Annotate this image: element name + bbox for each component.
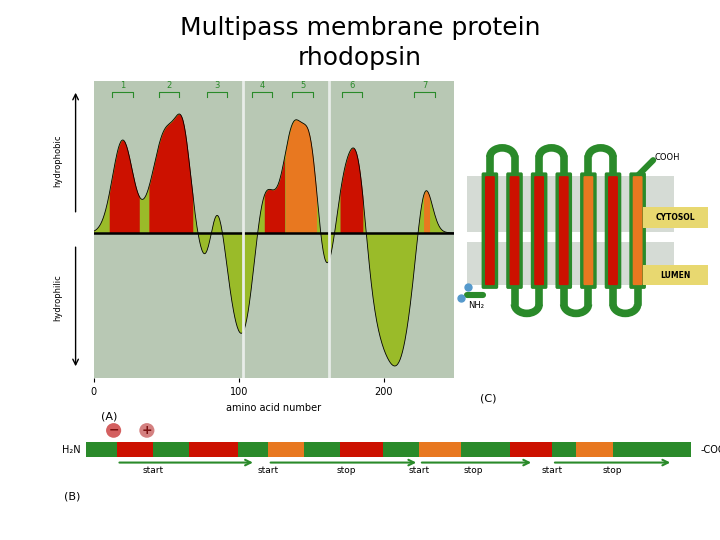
Bar [467, 176, 674, 232]
FancyBboxPatch shape [482, 172, 498, 289]
X-axis label: amino acid number: amino acid number [226, 403, 321, 413]
Bar [510, 442, 552, 457]
Bar [383, 442, 419, 457]
FancyBboxPatch shape [629, 172, 646, 289]
FancyBboxPatch shape [633, 176, 642, 285]
Text: 2: 2 [166, 80, 171, 90]
Bar [341, 442, 383, 457]
Text: Multipass membrane protein
rhodopsin: Multipass membrane protein rhodopsin [180, 16, 540, 70]
FancyBboxPatch shape [605, 172, 621, 289]
Text: start: start [143, 467, 163, 475]
Text: stop: stop [603, 467, 622, 475]
Text: 1: 1 [120, 80, 125, 90]
Text: H₂N: H₂N [62, 445, 81, 455]
Text: 3: 3 [215, 80, 220, 90]
Bar [238, 442, 268, 457]
Ellipse shape [140, 423, 154, 438]
Bar [153, 442, 189, 457]
FancyBboxPatch shape [608, 176, 618, 285]
Bar [117, 442, 153, 457]
Ellipse shape [106, 423, 121, 438]
Bar [189, 442, 238, 457]
Text: LUMEN: LUMEN [660, 271, 690, 280]
Text: +: + [142, 424, 152, 437]
FancyBboxPatch shape [510, 176, 519, 285]
FancyBboxPatch shape [534, 176, 544, 285]
Text: (B): (B) [64, 491, 81, 502]
Text: hydrophilic: hydrophilic [53, 274, 62, 321]
Text: 7: 7 [422, 80, 427, 90]
Text: stop: stop [464, 467, 483, 475]
Bar [576, 442, 613, 457]
Bar [552, 442, 576, 457]
FancyBboxPatch shape [559, 176, 569, 285]
Bar [643, 265, 708, 286]
Bar [268, 442, 304, 457]
Text: start: start [541, 467, 562, 475]
Text: -COOH: -COOH [701, 445, 720, 455]
Text: −: − [109, 424, 119, 437]
FancyBboxPatch shape [580, 172, 597, 289]
Bar [462, 442, 510, 457]
Bar [419, 442, 462, 457]
FancyBboxPatch shape [555, 172, 572, 289]
Text: start: start [257, 467, 279, 475]
Text: hydrophobic: hydrophobic [53, 135, 62, 187]
Text: 5: 5 [300, 80, 305, 90]
Text: COOH: COOH [654, 152, 680, 161]
FancyBboxPatch shape [583, 176, 593, 285]
Text: 4: 4 [259, 80, 265, 90]
FancyBboxPatch shape [531, 172, 547, 289]
Bar [86, 442, 117, 457]
FancyBboxPatch shape [506, 172, 523, 289]
Bar [304, 442, 341, 457]
Text: start: start [408, 467, 430, 475]
Text: 6: 6 [349, 80, 355, 90]
Bar [643, 207, 708, 227]
Text: CYTOSOL: CYTOSOL [655, 213, 695, 222]
Text: NH₂: NH₂ [468, 301, 484, 310]
Bar [613, 442, 691, 457]
Text: (C): (C) [480, 393, 496, 403]
Bar [467, 241, 674, 286]
Text: stop: stop [337, 467, 356, 475]
FancyBboxPatch shape [485, 176, 495, 285]
Text: (A): (A) [101, 411, 117, 422]
